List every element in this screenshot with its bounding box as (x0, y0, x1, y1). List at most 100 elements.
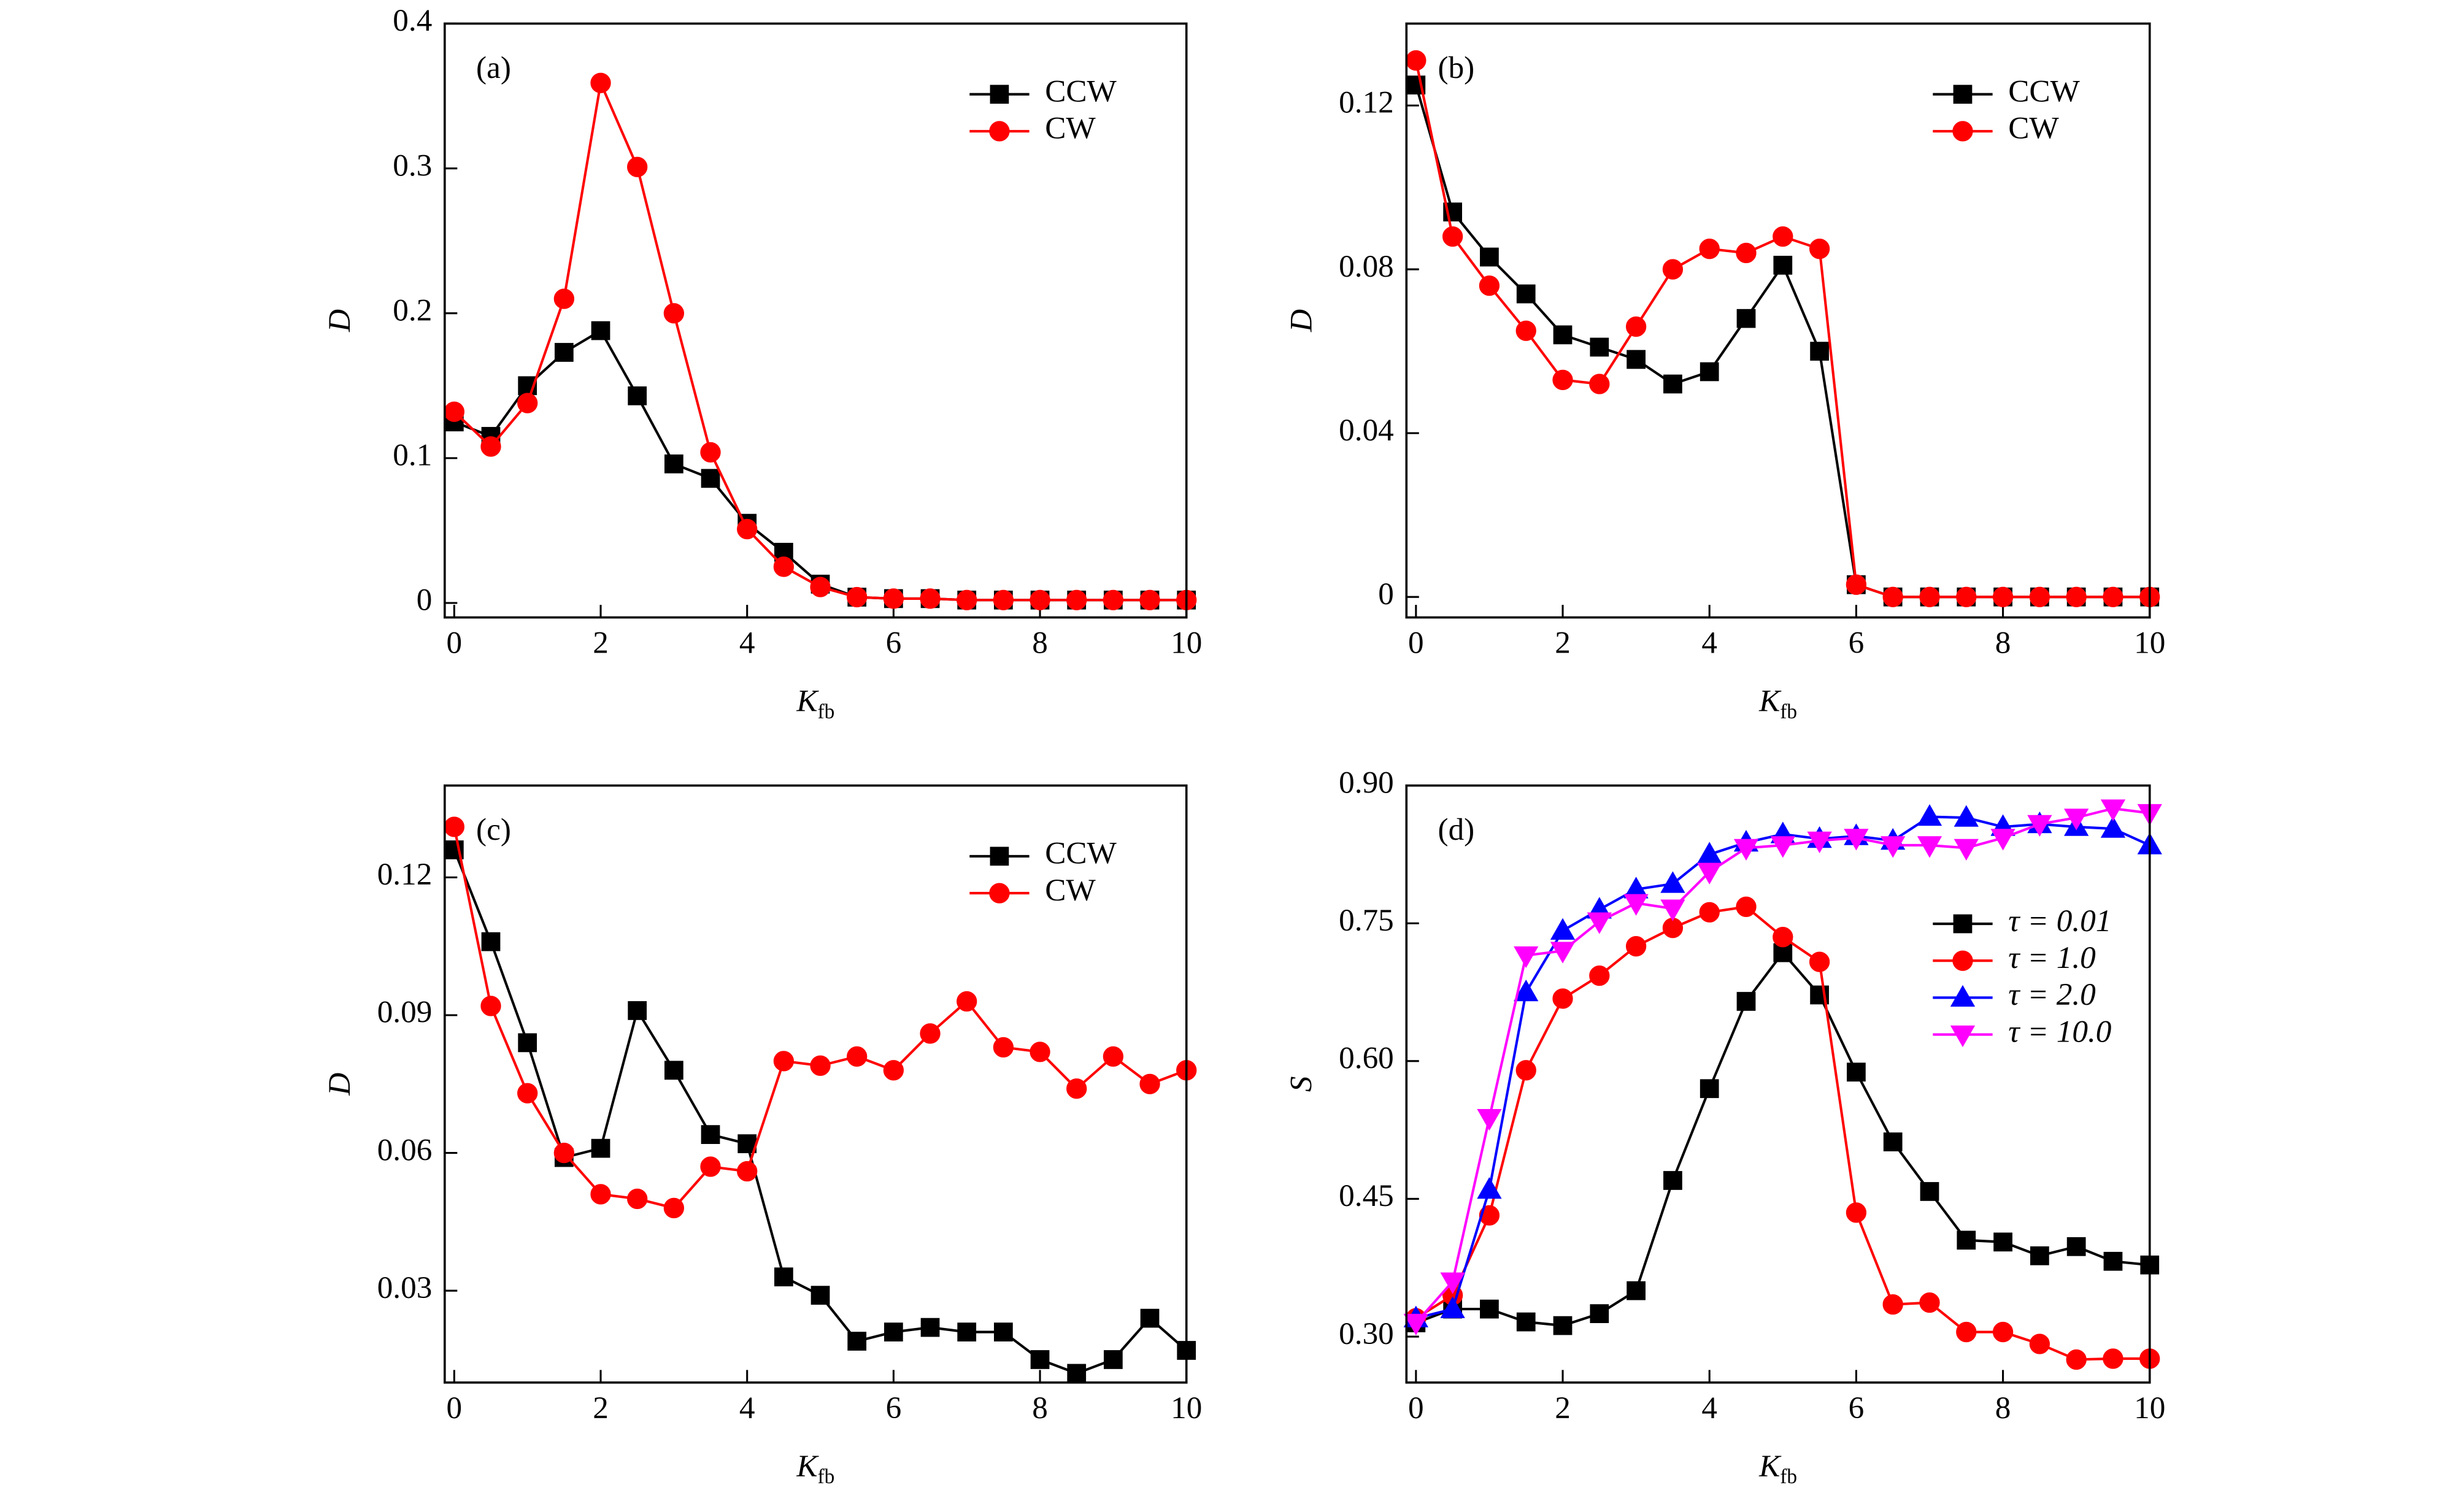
marker (920, 1023, 941, 1044)
marker (1587, 912, 1612, 934)
marker (700, 442, 721, 463)
marker (1662, 918, 1684, 938)
marker (553, 1142, 574, 1164)
legend-label: CCW (2008, 74, 2080, 109)
y-axis-label: D (322, 1073, 357, 1096)
marker (920, 1318, 940, 1337)
marker (1700, 362, 1719, 382)
marker (1992, 1321, 2014, 1343)
marker (1990, 829, 2015, 851)
marker (1477, 1108, 1502, 1131)
x-tick-label: 10 (2134, 1391, 2165, 1426)
marker (664, 1061, 683, 1080)
marker (664, 454, 683, 474)
x-tick-label: 10 (1171, 1391, 1202, 1426)
marker (1516, 284, 1536, 304)
marker (1514, 980, 1539, 1002)
marker (2027, 815, 2052, 837)
x-tick-label: 0 (1408, 625, 1424, 660)
marker (663, 1197, 685, 1219)
marker (1954, 805, 1979, 827)
marker (2029, 1334, 2050, 1354)
marker (1552, 988, 1573, 1009)
y-axis-label: D (322, 309, 357, 332)
marker (1844, 829, 1869, 851)
marker (1917, 804, 1942, 826)
marker (2066, 1349, 2087, 1370)
marker (663, 303, 685, 324)
x-tick-label: 6 (886, 1391, 902, 1426)
marker (627, 156, 648, 177)
marker (590, 72, 611, 93)
legend-label: CCW (1045, 836, 1117, 871)
marker (990, 846, 1009, 866)
plot-frame (1405, 22, 2151, 619)
marker (883, 1060, 904, 1081)
marker (1883, 1132, 1903, 1151)
y-tick-label: 0.04 (1339, 413, 1394, 448)
marker (993, 589, 1014, 610)
x-tick-label: 4 (1701, 625, 1717, 660)
marker (2103, 586, 2123, 607)
marker (1736, 242, 1757, 264)
x-tick-label: 0 (447, 625, 463, 660)
marker (481, 932, 501, 951)
marker (1140, 1308, 1160, 1328)
legend-label: τ = 1.0 (2008, 940, 2096, 975)
marker (1103, 1046, 1124, 1067)
panel-label: (c) (476, 812, 511, 847)
marker (1139, 589, 1160, 610)
marker (1736, 992, 1756, 1011)
marker (1663, 1171, 1682, 1190)
marker (2103, 1348, 2123, 1369)
panel-label: (d) (1438, 812, 1475, 847)
marker (1809, 951, 1830, 972)
marker (1589, 374, 1610, 394)
marker (1515, 320, 1536, 341)
marker (989, 121, 1010, 142)
panel-label: (b) (1438, 50, 1475, 85)
marker (2066, 1237, 2086, 1256)
x-tick-label: 6 (886, 625, 902, 660)
marker (444, 816, 464, 837)
marker (847, 1046, 868, 1067)
y-tick-label: 0.30 (1339, 1316, 1394, 1351)
marker (847, 586, 868, 608)
x-axis-label: Kfb (796, 683, 834, 723)
y-tick-label: 0.75 (1339, 903, 1394, 938)
marker (993, 1037, 1014, 1058)
marker (627, 1188, 648, 1210)
x-tick-label: 10 (2134, 625, 2165, 660)
marker (700, 1156, 721, 1177)
marker (701, 1125, 720, 1144)
marker (2103, 1251, 2123, 1271)
marker (591, 1138, 610, 1158)
marker (1736, 309, 1756, 328)
marker (737, 1134, 757, 1153)
x-axis-label-main: K (796, 1449, 819, 1484)
marker (591, 321, 610, 340)
series-line (1414, 85, 2150, 599)
marker (994, 1322, 1013, 1341)
marker (1950, 1025, 1976, 1048)
x-tick-label: 6 (1849, 625, 1865, 660)
marker (1442, 226, 1463, 247)
marker (1627, 350, 1646, 369)
marker (1553, 325, 1573, 345)
x-axis-label-sub: fb (817, 700, 834, 723)
marker (2064, 808, 2089, 831)
marker (1479, 275, 1500, 296)
marker (1440, 1272, 1465, 1294)
x-tick-label: 0 (447, 1391, 463, 1426)
marker (480, 996, 501, 1016)
marker (518, 1033, 537, 1053)
y-tick-label: 0 (1378, 577, 1394, 612)
marker (2030, 1246, 2049, 1265)
marker (883, 588, 904, 609)
marker (1625, 316, 1647, 337)
marker (1066, 1078, 1087, 1099)
marker (1104, 1350, 1123, 1369)
marker (957, 589, 977, 610)
y-tick-label: 0.06 (377, 1132, 433, 1167)
marker (628, 1001, 647, 1020)
